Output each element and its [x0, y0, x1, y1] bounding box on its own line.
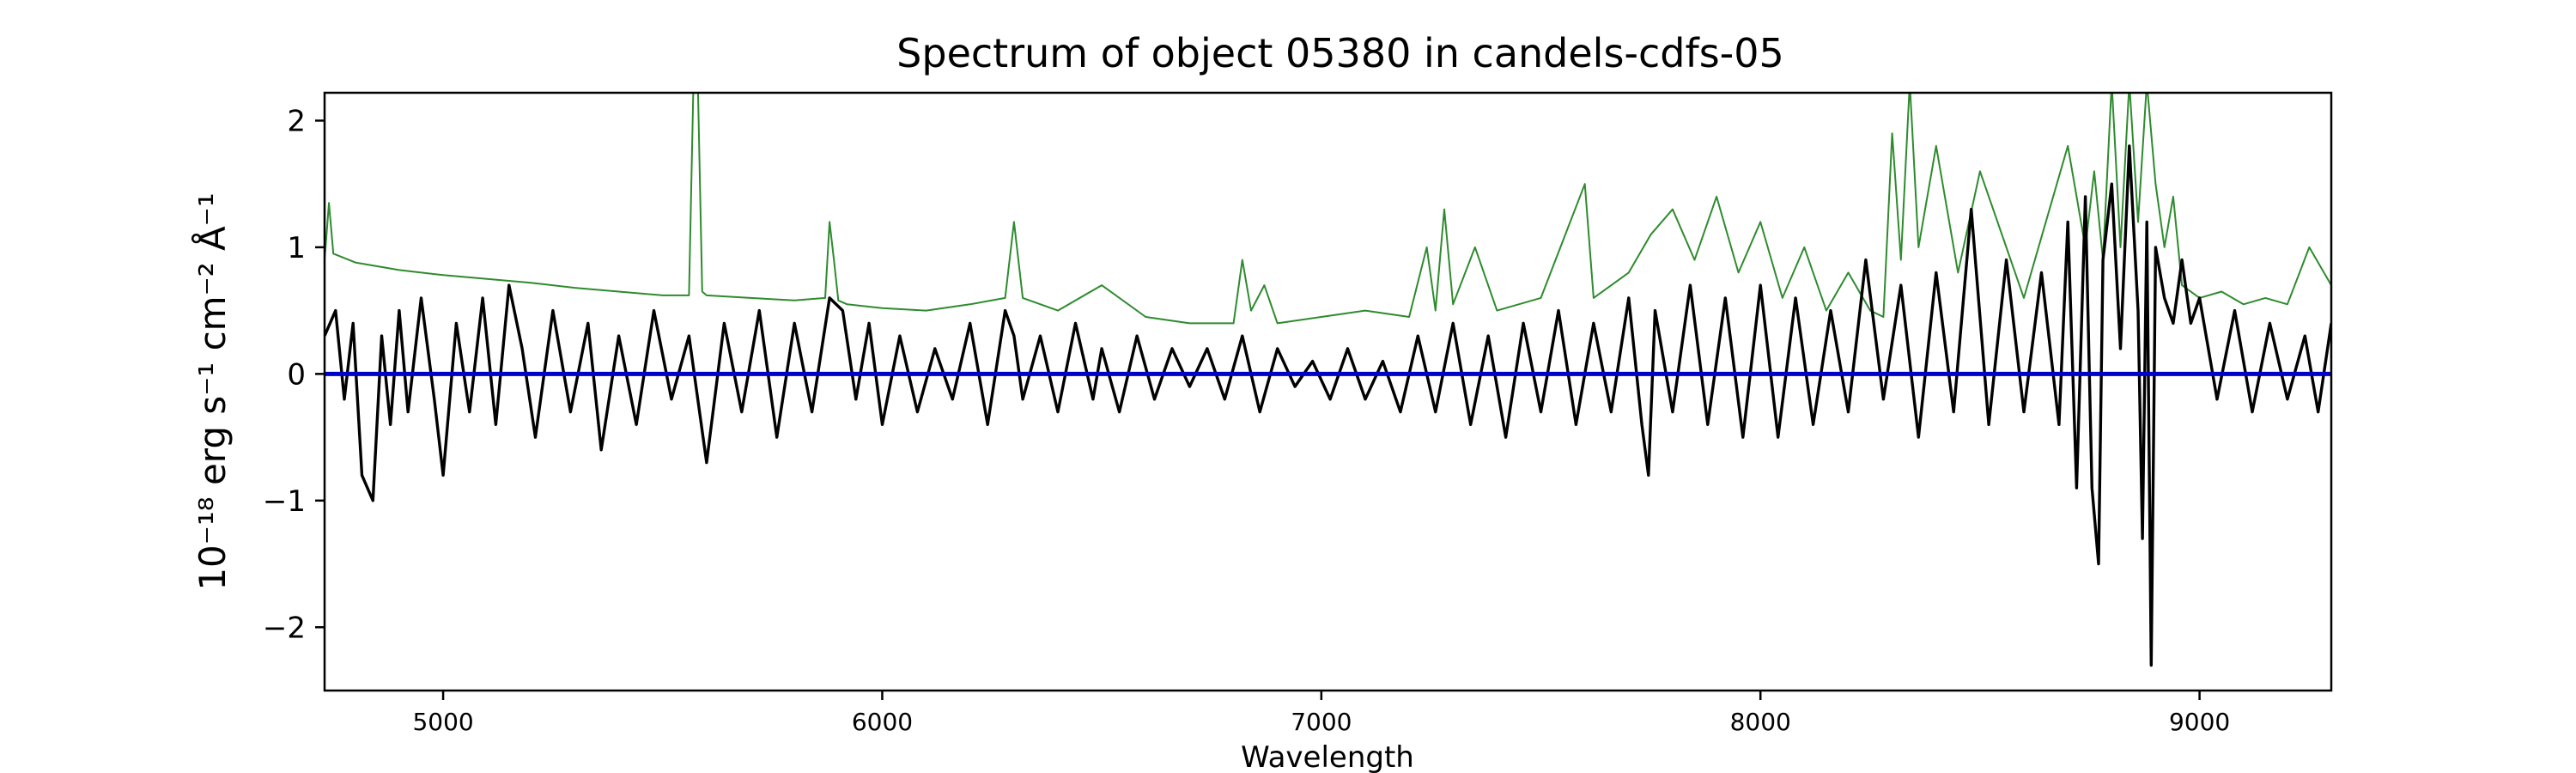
x-tick-label: 6000: [852, 708, 913, 736]
x-tick-label: 8000: [1730, 708, 1791, 736]
plot-frame: [323, 91, 2333, 692]
y-tick-label: −1: [263, 484, 306, 519]
x-axis: 5000 6000 7000 8000 9000: [412, 691, 2230, 736]
y-tick-label: 2: [287, 104, 306, 138]
flux-spectrum-line: [325, 144, 2331, 667]
y-axis: −2 −1 0 1 2: [263, 104, 325, 645]
y-tick-label: −2: [263, 611, 306, 645]
chart-title: Spectrum of object 05380 in candels-cdfs…: [896, 30, 1784, 76]
plot-area: [325, 93, 2331, 667]
y-tick-label: 0: [287, 357, 306, 392]
y-axis-label: 10⁻¹⁸ erg s⁻¹ cm⁻² Å⁻¹: [191, 192, 234, 590]
x-tick-label: 5000: [412, 708, 473, 736]
error-spectrum-line: [325, 93, 2331, 325]
x-tick-label: 9000: [2169, 708, 2230, 736]
y-tick-label: 1: [287, 231, 306, 265]
x-tick-label: 7000: [1291, 708, 1352, 736]
x-axis-label: Wavelength: [1241, 740, 1414, 773]
